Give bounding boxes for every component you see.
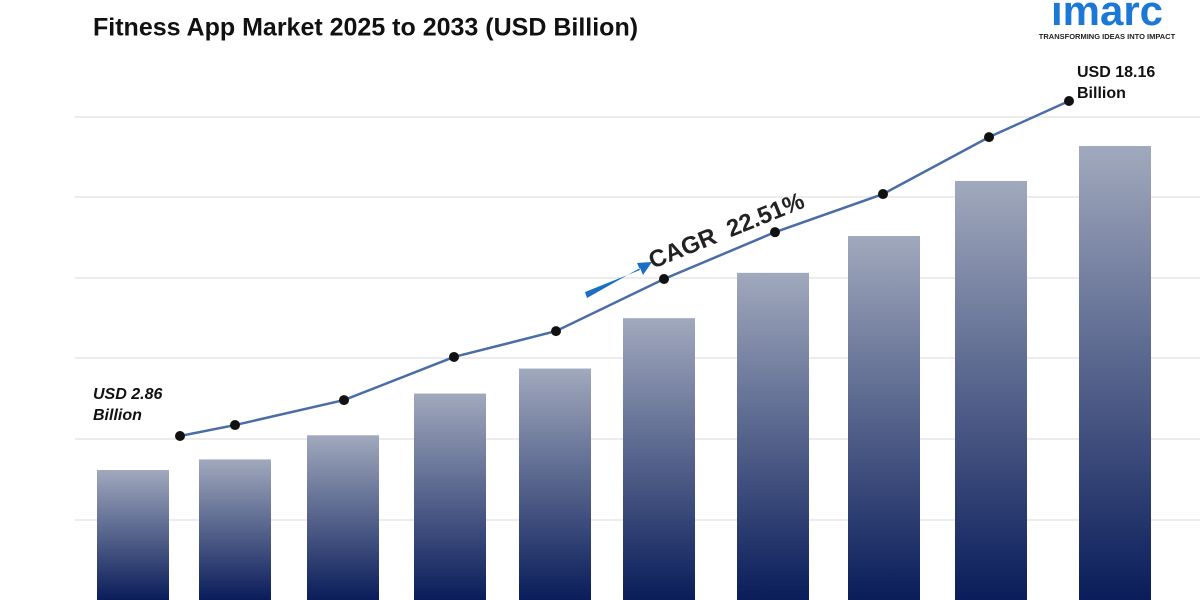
cagr-arrow [585,262,652,298]
bar [199,459,271,600]
bar [414,393,486,600]
value-label: USD 18.16 Billion [1077,64,1155,102]
trend-point [984,132,994,143]
logo: imarc [1051,0,1163,34]
bar [623,318,695,600]
trend-point [175,431,185,441]
chart-title: Fitness App Market 2025 to 2033 (USD Bil… [93,14,638,42]
trend [175,96,1074,441]
bar [955,180,1027,600]
trend-point [1064,96,1074,106]
logo-tagline: TRANSFORMING IDEAS INTO IMPACT [1039,32,1176,41]
trend-point [230,420,240,431]
trend-point [659,274,669,285]
trend-point [449,351,459,362]
trend-point [339,395,349,406]
bar [737,272,809,600]
bar [1079,146,1151,600]
bar [97,470,169,600]
bar [307,435,379,600]
cagr-label: CAGR 22.51% [645,187,808,274]
trend-point [770,227,780,238]
trend-point [551,326,561,337]
bars [97,146,1151,600]
value-label: USD 2.86 Billion [93,386,162,424]
trend-point [878,189,888,200]
trend-line [179,99,1070,438]
bar [848,236,920,600]
bar [519,368,591,600]
